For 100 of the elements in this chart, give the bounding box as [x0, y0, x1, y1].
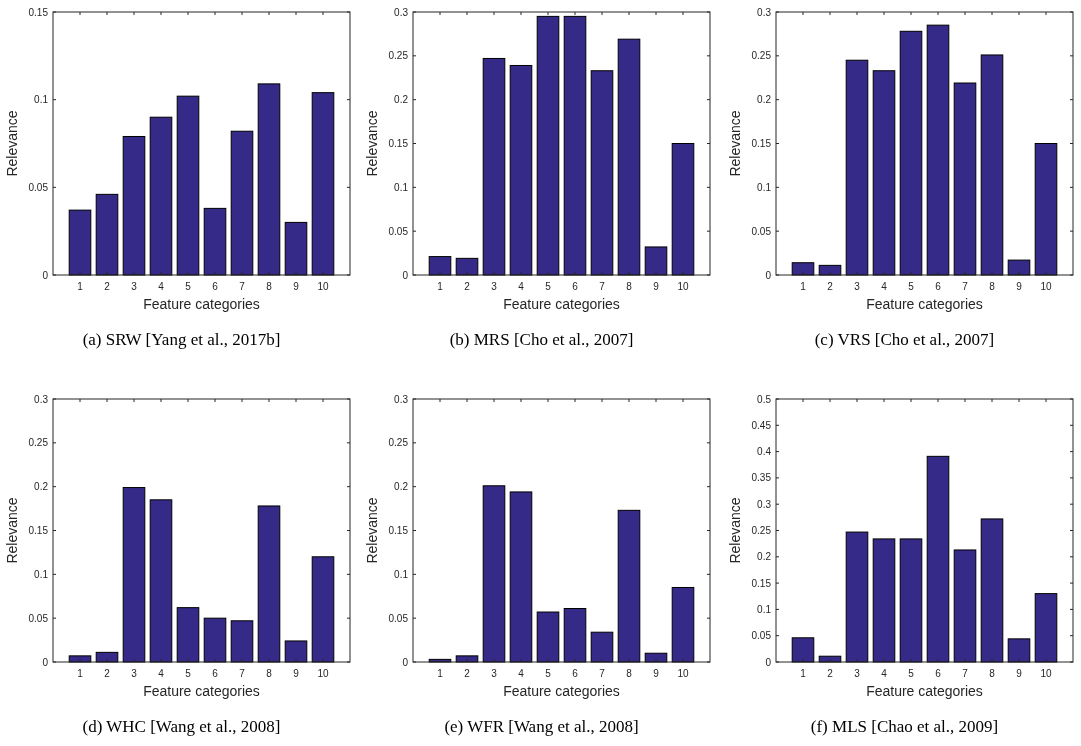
text: (b) MRS [Cho et al., 2007] — [449, 330, 634, 350]
x-tick-label: 8 — [626, 281, 633, 292]
y-tick-label: 0.2 — [394, 481, 409, 493]
bar — [176, 607, 200, 663]
x-tick-label: 10 — [1040, 668, 1052, 679]
y-tick-label: 0.45 — [751, 419, 772, 431]
bar — [845, 59, 869, 276]
x-tick-label: 4 — [518, 281, 525, 292]
x-tick-label: 6 — [572, 668, 579, 679]
bar — [563, 608, 587, 663]
x-tick-label: 2 — [464, 281, 471, 292]
y-tick-label: 0.2 — [757, 94, 772, 106]
x-tick-label: 4 — [158, 281, 165, 292]
x-tick-label: 9 — [653, 668, 660, 679]
x-tick-label: 5 — [908, 281, 915, 292]
y-axis-title: Relevance — [4, 110, 20, 177]
y-tick-label: 0.2 — [34, 481, 49, 493]
x-tick-label: 7 — [962, 668, 969, 679]
x-tick-label: 4 — [158, 668, 165, 679]
bar — [1007, 638, 1031, 663]
y-tick-label: 0.15 — [28, 6, 49, 18]
x-tick-label: 7 — [599, 668, 606, 679]
y-tick-label: 0.25 — [388, 50, 409, 62]
text: (f) MLS [Chao et al., 2009] — [810, 717, 999, 737]
y-tick-label: 0.3 — [757, 498, 772, 510]
bar — [230, 130, 254, 276]
y-tick-label: 0.05 — [388, 612, 409, 624]
x-tick-label: 9 — [293, 668, 300, 679]
bar — [791, 637, 815, 663]
bar — [176, 95, 200, 276]
bar — [149, 499, 173, 663]
y-tick-label: 0.35 — [751, 472, 772, 484]
bar — [122, 487, 146, 663]
y-tick-label: 0.05 — [28, 181, 49, 193]
y-tick-label: 0.25 — [28, 437, 49, 449]
x-tick-label: 3 — [854, 281, 861, 292]
bar — [122, 135, 146, 276]
bar — [980, 518, 1004, 663]
y-tick-label: 0.3 — [394, 6, 409, 18]
bar — [482, 57, 506, 276]
x-tick-label: 8 — [266, 281, 273, 292]
y-tick-label: 0 — [765, 656, 772, 668]
x-tick-label: 8 — [266, 668, 273, 679]
x-tick-label: 9 — [1016, 668, 1023, 679]
bar — [536, 611, 560, 663]
x-tick-label: 4 — [518, 668, 525, 679]
y-tick-label: 0.15 — [388, 525, 409, 536]
bar — [980, 54, 1004, 276]
y-axis-title: Relevance — [364, 110, 380, 177]
bar — [68, 209, 92, 276]
x-tick-label: 7 — [239, 281, 246, 292]
bar — [926, 455, 950, 663]
x-tick-label: 3 — [131, 281, 138, 292]
x-tick-label: 10 — [677, 281, 689, 292]
bar — [644, 246, 668, 276]
y-tick-label: 0 — [42, 656, 49, 668]
y-tick-label: 0.3 — [757, 6, 772, 18]
x-tick-label: 6 — [935, 668, 942, 679]
bar — [671, 586, 695, 663]
bar — [845, 531, 869, 663]
bar — [590, 631, 614, 663]
x-tick-label: 5 — [545, 281, 552, 292]
y-tick-label: 0.15 — [388, 138, 409, 149]
bar — [872, 70, 896, 276]
bar — [203, 207, 227, 276]
y-tick-label: 0.05 — [388, 225, 409, 237]
bar — [509, 491, 533, 663]
x-tick-label: 1 — [437, 668, 444, 679]
y-tick-label: 0.05 — [751, 630, 772, 642]
y-tick-label: 0.1 — [34, 94, 49, 106]
bar — [953, 549, 977, 663]
y-tick-label: 0.1 — [394, 568, 409, 580]
bar — [590, 70, 614, 276]
y-tick-label: 0 — [402, 656, 409, 668]
bar — [536, 15, 560, 276]
bar — [203, 617, 227, 663]
y-tick-label: 0.1 — [757, 603, 772, 615]
x-axis-title: Feature categories — [503, 683, 620, 699]
y-tick-label: 0.25 — [388, 437, 409, 449]
y-axis-title: Relevance — [4, 497, 20, 564]
x-tick-label: 5 — [908, 668, 915, 679]
y-tick-label: 0.2 — [757, 551, 772, 563]
bar — [791, 262, 815, 276]
y-tick-label: 0.15 — [751, 577, 772, 589]
x-tick-label: 1 — [437, 281, 444, 292]
bar — [953, 82, 977, 276]
x-tick-label: 1 — [800, 281, 807, 292]
x-tick-label: 5 — [545, 668, 552, 679]
bar — [149, 116, 173, 276]
bar — [482, 485, 506, 663]
y-tick-label: 0 — [402, 269, 409, 281]
x-tick-label: 9 — [1016, 281, 1023, 292]
bar — [230, 620, 254, 663]
x-tick-label: 2 — [827, 281, 834, 292]
y-tick-label: 0.1 — [394, 181, 409, 193]
x-tick-label: 2 — [464, 668, 471, 679]
x-tick-label: 7 — [962, 281, 969, 292]
x-axis-title: Feature categories — [866, 683, 983, 699]
bar — [671, 143, 695, 276]
y-tick-label: 0.15 — [28, 525, 49, 536]
